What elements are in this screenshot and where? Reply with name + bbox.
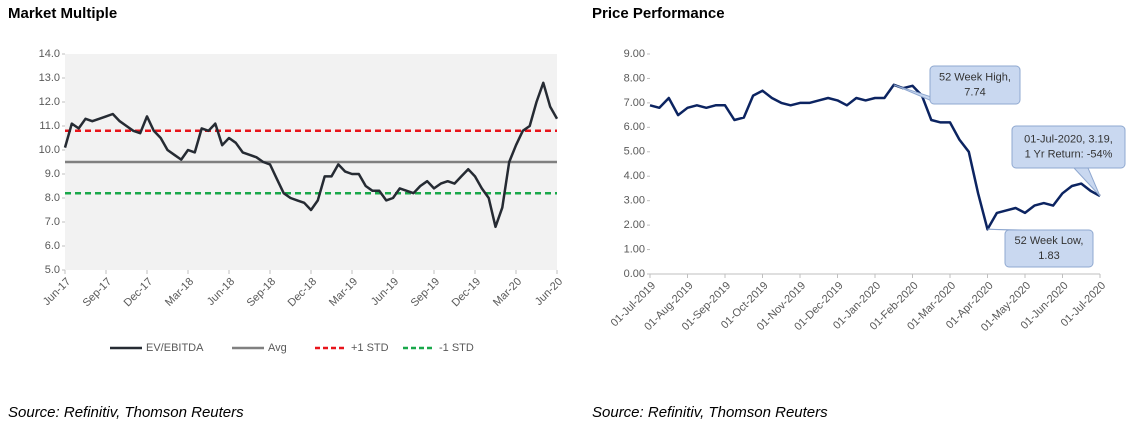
x-tick-label: Sep-17 [81, 276, 115, 310]
source-note: Source: Refinitiv, Thomson Reuters [8, 404, 244, 421]
chart-title: Market Multiple [8, 5, 117, 22]
x-tick-label: Dec-17 [122, 276, 156, 310]
y-tick-label: 9.0 [45, 168, 60, 180]
callout-text: 1.83 [1038, 250, 1059, 262]
callout-box [1011, 125, 1126, 169]
data-line [649, 83, 1101, 231]
y-tick-label: 3.00 [624, 195, 645, 207]
source-note: Source: Refinitiv, Thomson Reuters [592, 404, 828, 421]
legend-label: Avg [268, 342, 287, 354]
legend-label: +1 STD [351, 342, 389, 354]
y-tick-label: 10.0 [39, 144, 60, 156]
y-tick-label: 6.0 [45, 240, 60, 252]
callout-box [929, 65, 1021, 105]
y-tick-label: 9.00 [624, 48, 645, 60]
chart-title: Price Performance [592, 5, 725, 22]
x-tick-label: Jun-18 [205, 276, 237, 308]
callout-text: 1 Yr Return: -54% [1025, 148, 1113, 160]
data-line [63, 81, 559, 229]
callout-box [1004, 229, 1094, 268]
y-tick-label: 8.0 [45, 192, 60, 204]
y-tick-label: 8.00 [624, 72, 645, 84]
y-tick-label: 7.00 [624, 97, 645, 109]
y-tick-label: 14.0 [39, 48, 60, 60]
callout-text: 7.74 [964, 86, 985, 98]
legend-label: EV/EBITDA [146, 342, 204, 354]
y-tick-label: 1.00 [624, 243, 645, 255]
y-tick-label: 12.0 [39, 96, 60, 108]
x-tick-label: Mar-18 [163, 276, 196, 309]
x-tick-label: Sep-18 [245, 276, 279, 310]
x-tick-label: Jun-20 [533, 276, 565, 308]
callout-text: 52 Week Low, [1015, 235, 1084, 247]
y-tick-label: 7.0 [45, 216, 60, 228]
y-tick-label: 11.0 [39, 120, 60, 132]
x-tick-label: Sep-19 [409, 276, 443, 310]
y-tick-label: 6.00 [624, 121, 645, 133]
x-tick-label: Mar-19 [327, 276, 360, 309]
y-tick-label: 13.0 [39, 72, 60, 84]
x-tick-label: Dec-18 [286, 276, 320, 310]
y-tick-label: 5.00 [624, 146, 645, 158]
y-tick-label: 5.0 [45, 264, 60, 276]
y-tick-label: 2.00 [624, 219, 645, 231]
x-tick-label: Jun-17 [41, 276, 73, 308]
callout-text: 01-Jul-2020, 3.19, [1024, 133, 1113, 145]
x-tick-label: Mar-20 [491, 276, 524, 309]
x-tick-label: Dec-19 [450, 276, 484, 310]
y-tick-label: 4.00 [624, 170, 645, 182]
callout-text: 52 Week High, [939, 71, 1011, 83]
y-tick-label: 0.00 [624, 268, 645, 280]
legend-label: -1 STD [439, 342, 474, 354]
x-tick-label: Jun-19 [369, 276, 401, 308]
callout-pointer [1072, 167, 1101, 197]
